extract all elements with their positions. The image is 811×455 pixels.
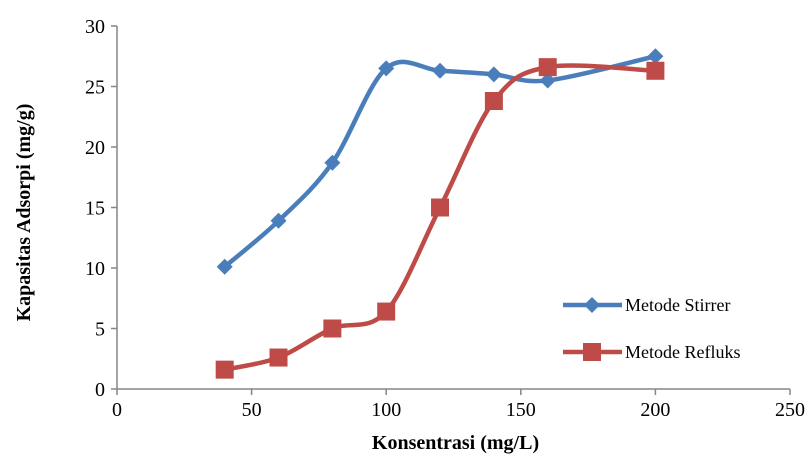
x-ticks: 0 50 100 150 200 250 xyxy=(112,389,805,421)
y-tick-label: 5 xyxy=(95,319,105,341)
data-point-refluks xyxy=(431,198,450,217)
legend: Metode Stirrer Metode Refluks xyxy=(563,295,740,362)
legend-label-stirrer: Metode Stirrer xyxy=(625,295,730,315)
y-tick-label: 25 xyxy=(85,77,105,99)
data-point-refluks xyxy=(377,302,396,321)
y-tick-label: 0 xyxy=(95,379,105,401)
data-point-refluks xyxy=(323,319,342,338)
legend-item-stirrer: Metode Stirrer xyxy=(563,295,730,315)
data-point-refluks xyxy=(269,348,288,367)
axes xyxy=(116,26,790,390)
data-point-stirrer xyxy=(324,154,341,171)
x-axis-title: Konsentrasi (mg/L) xyxy=(372,432,539,454)
series-line-stirrer xyxy=(222,54,658,270)
data-point-stirrer xyxy=(432,62,449,79)
legend-marker-refluks xyxy=(583,343,601,361)
legend-item-refluks: Metode Refluks xyxy=(563,342,740,362)
data-point-stirrer xyxy=(216,258,233,275)
data-point-refluks xyxy=(646,61,665,80)
x-tick-label: 150 xyxy=(506,399,536,421)
y-tick-label: 30 xyxy=(85,16,105,38)
series-layer xyxy=(215,48,665,379)
y-ticks: 0 5 10 15 20 25 30 xyxy=(85,16,117,401)
y-tick-label: 15 xyxy=(85,198,105,220)
x-tick-label: 0 xyxy=(112,399,122,421)
legend-marker-stirrer xyxy=(584,297,600,313)
data-point-refluks xyxy=(484,92,503,111)
x-tick-label: 50 xyxy=(242,399,262,421)
data-point-stirrer xyxy=(485,66,502,83)
data-point-stirrer xyxy=(270,212,287,229)
legend-label-refluks: Metode Refluks xyxy=(625,342,740,362)
x-tick-label: 100 xyxy=(371,399,401,421)
x-tick-label: 200 xyxy=(640,399,670,421)
data-point-stirrer xyxy=(539,72,556,89)
data-point-refluks xyxy=(215,360,234,379)
series-line-refluks xyxy=(222,63,658,372)
y-tick-label: 20 xyxy=(85,137,105,159)
x-tick-label: 250 xyxy=(775,399,805,421)
series-stirrer xyxy=(216,48,664,275)
data-point-refluks xyxy=(538,58,557,77)
data-point-stirrer xyxy=(647,48,664,65)
y-tick-label: 10 xyxy=(85,258,105,280)
y-axis-title: Kapasitas Adsorpi (mg/g) xyxy=(13,104,35,322)
data-point-stirrer xyxy=(378,60,395,77)
series-refluks xyxy=(215,58,665,379)
